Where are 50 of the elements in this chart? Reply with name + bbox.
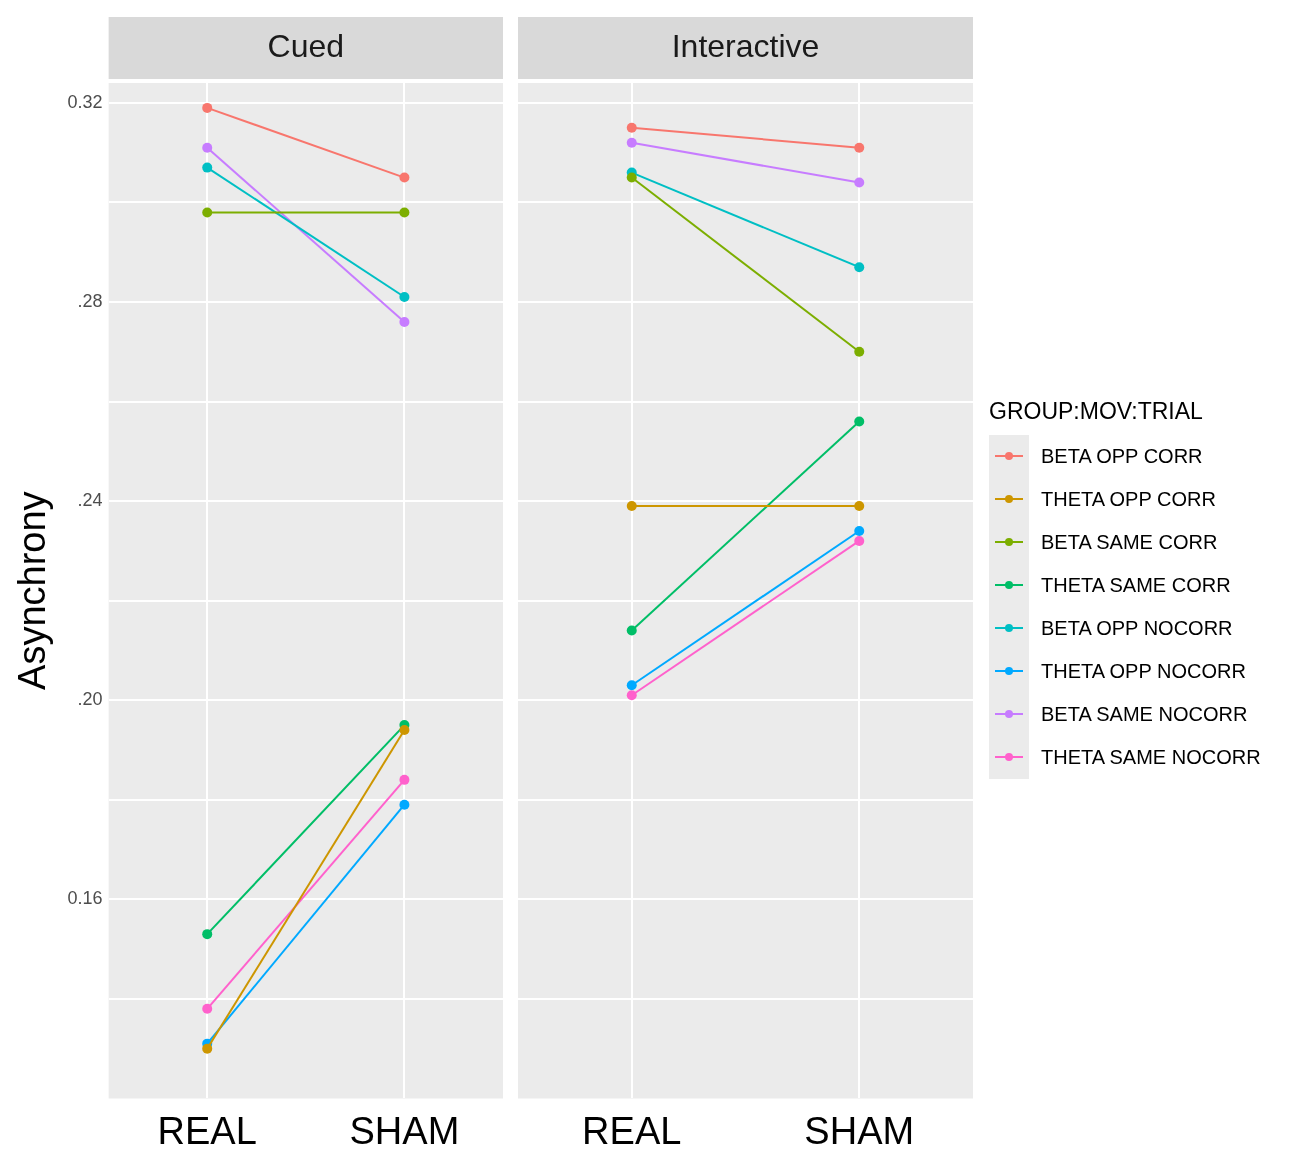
legend-label: BETA OPP CORR: [1041, 444, 1203, 468]
x-tick-label: REAL: [157, 1109, 257, 1152]
point: [202, 142, 213, 153]
point: [626, 680, 637, 691]
point: [626, 625, 637, 636]
chart-title: Interactive: [671, 27, 820, 64]
x-tick-label: SHAM: [804, 1109, 915, 1152]
y-tick-label: 0.16: [67, 888, 103, 909]
point: [399, 172, 410, 183]
point: [202, 102, 213, 113]
y-axis-title: Asynchrony: [11, 491, 54, 690]
point: [854, 535, 865, 546]
point: [626, 501, 637, 512]
x-tick-label: REAL: [582, 1109, 682, 1152]
legend-label: BETA OPP NOCORR: [1041, 616, 1233, 640]
point: [202, 1043, 213, 1054]
x-tick-label: SHAM: [349, 1109, 460, 1152]
point: [399, 725, 410, 736]
legend-label: THETA OPP CORR: [1041, 487, 1216, 511]
legend-title: GROUP:MOV:TRIAL: [989, 397, 1204, 425]
point: [626, 137, 637, 148]
y-tick-label: .24: [77, 490, 103, 511]
point: [626, 122, 637, 133]
point: [854, 177, 865, 188]
point: [399, 207, 410, 218]
point: [854, 525, 865, 536]
point: [202, 1003, 213, 1014]
y-tick-label: .28: [77, 290, 103, 311]
legend-label: BETA SAME CORR: [1041, 530, 1218, 554]
point: [399, 774, 410, 785]
chart-title: Cued: [267, 27, 345, 64]
point: [854, 416, 865, 427]
point: [399, 292, 410, 303]
point: [399, 799, 410, 810]
point: [854, 142, 865, 153]
point: [202, 207, 213, 218]
point: [854, 262, 865, 273]
legend-label: THETA OPP NOCORR: [1041, 659, 1246, 683]
point: [854, 346, 865, 357]
point: [202, 162, 213, 173]
point: [626, 690, 637, 701]
legend-label: BETA SAME NOCORR: [1041, 702, 1248, 726]
y-tick-label: 0.32: [67, 91, 103, 112]
point: [399, 316, 410, 327]
legend-label: THETA SAME CORR: [1041, 573, 1231, 597]
point: [626, 172, 637, 183]
point: [854, 501, 865, 512]
point: [202, 929, 213, 940]
y-tick-label: .20: [77, 689, 103, 710]
legend-label: THETA SAME NOCORR: [1041, 745, 1261, 769]
